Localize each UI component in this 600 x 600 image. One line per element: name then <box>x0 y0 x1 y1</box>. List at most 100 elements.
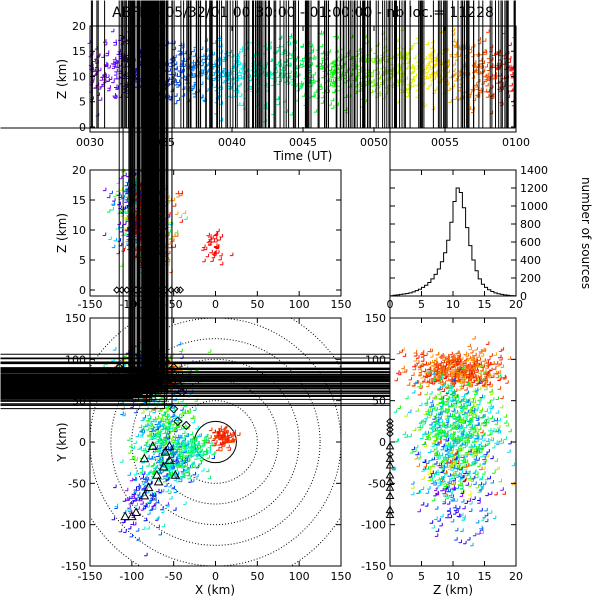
source-point <box>114 95 118 99</box>
source-point <box>300 82 305 86</box>
source-point <box>133 471 138 476</box>
source-point <box>130 521 134 525</box>
source-point <box>484 64 488 68</box>
source-point <box>433 87 438 91</box>
source-point <box>173 507 177 511</box>
source-point <box>210 258 214 262</box>
source-point <box>276 101 280 106</box>
time-height-y-label: 20 <box>72 20 86 33</box>
source-point <box>408 376 412 381</box>
source-point <box>378 58 382 62</box>
source-point <box>136 537 140 541</box>
source-point <box>101 54 105 58</box>
source-point <box>127 437 131 441</box>
source-point <box>331 59 335 64</box>
source-point <box>108 76 113 80</box>
source-point <box>219 234 224 238</box>
histogram-y-label: 400 <box>520 254 541 267</box>
source-point <box>168 483 172 488</box>
source-point <box>219 447 223 452</box>
source-point <box>458 387 462 391</box>
source-point <box>109 190 113 195</box>
source-point <box>119 228 124 233</box>
source-point <box>174 65 178 70</box>
source-point <box>106 194 111 199</box>
source-point <box>371 59 376 63</box>
time-height-x-label: 0050 <box>360 136 388 149</box>
source-point <box>431 376 435 380</box>
source-point <box>423 373 427 377</box>
source-point <box>113 59 117 63</box>
source-point <box>182 430 186 435</box>
source-point <box>453 42 457 46</box>
source-point <box>178 214 183 218</box>
source-point <box>211 455 215 459</box>
source-point <box>435 352 439 356</box>
source-point <box>113 237 117 242</box>
source-point <box>169 435 174 439</box>
source-point <box>144 552 148 557</box>
source-point <box>330 105 335 109</box>
source-point <box>173 477 178 481</box>
source-point <box>102 187 107 192</box>
source-point <box>221 73 226 77</box>
histogram-y-label: 1000 <box>520 200 548 213</box>
source-point <box>177 73 181 77</box>
source-point <box>135 433 140 438</box>
x-height-y-label: 20 <box>72 164 86 177</box>
source-point <box>174 72 178 77</box>
source-point <box>128 443 133 448</box>
source-point <box>321 50 325 54</box>
source-point <box>463 351 468 356</box>
source-point <box>405 93 410 98</box>
source-point <box>406 86 410 90</box>
source-point <box>156 524 160 529</box>
source-point <box>115 226 120 230</box>
time-height-x-label: 0055 <box>431 136 459 149</box>
plan-view-y-label: 100 <box>65 353 86 366</box>
source-point <box>156 488 160 493</box>
source-point <box>127 450 132 454</box>
source-point <box>189 462 193 466</box>
source-point <box>107 209 111 213</box>
time-height-x-label: 0040 <box>218 136 246 149</box>
source-point <box>203 448 207 452</box>
source-point <box>176 194 180 198</box>
source-point <box>370 69 374 74</box>
source-point <box>448 99 452 103</box>
source-point <box>174 211 179 215</box>
source-point <box>106 74 110 78</box>
source-point <box>170 428 174 432</box>
source-point <box>404 413 408 417</box>
source-point <box>112 198 116 202</box>
station-point <box>0 0 140 397</box>
source-point <box>449 351 453 356</box>
source-point <box>330 74 334 79</box>
source-point <box>472 336 476 340</box>
source-point <box>474 84 478 88</box>
source-point <box>144 423 149 427</box>
source-point <box>320 100 325 104</box>
source-point <box>116 188 120 192</box>
source-point <box>217 237 221 241</box>
source-point <box>269 58 273 62</box>
source-point <box>147 499 151 503</box>
source-point <box>169 496 173 500</box>
x-height-y-label: 15 <box>72 194 86 207</box>
source-point <box>300 61 304 65</box>
source-point <box>201 437 206 442</box>
plan-view-y-label: -150 <box>61 560 86 573</box>
source-point <box>119 263 124 267</box>
ground-point <box>0 0 106 129</box>
source-point <box>410 65 415 69</box>
source-point <box>319 43 324 48</box>
source-point <box>120 411 124 415</box>
source-point <box>413 73 417 77</box>
source-point <box>156 453 160 457</box>
source-point <box>107 87 111 92</box>
source-point <box>124 182 128 187</box>
source-point <box>201 67 206 71</box>
source-point <box>217 442 221 446</box>
